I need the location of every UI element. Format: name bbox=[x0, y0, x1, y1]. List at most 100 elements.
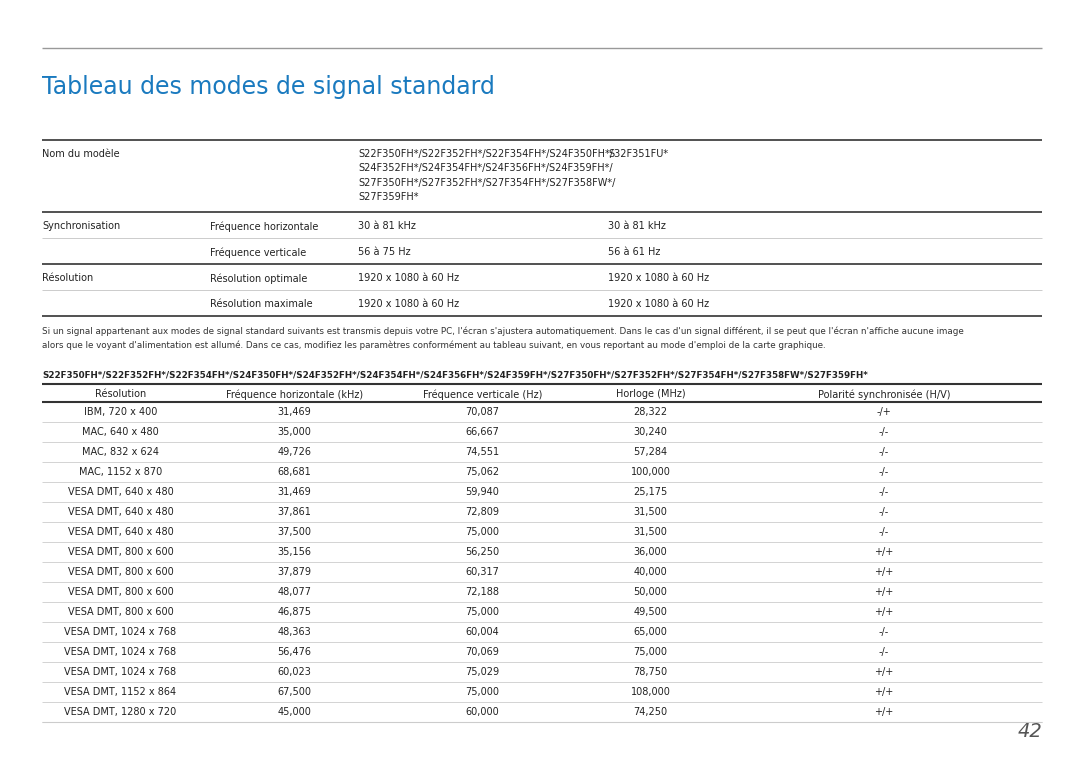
Text: 59,940: 59,940 bbox=[465, 487, 499, 497]
Text: 25,175: 25,175 bbox=[633, 487, 667, 497]
Text: +/+: +/+ bbox=[875, 687, 893, 697]
Text: 49,726: 49,726 bbox=[278, 447, 311, 457]
Text: 42: 42 bbox=[1017, 722, 1042, 741]
Text: 78,750: 78,750 bbox=[634, 667, 667, 677]
Text: 31,469: 31,469 bbox=[278, 487, 311, 497]
Text: +/+: +/+ bbox=[875, 587, 893, 597]
Text: 28,322: 28,322 bbox=[634, 407, 667, 417]
Text: 35,156: 35,156 bbox=[278, 547, 311, 557]
Text: Horloge (MHz): Horloge (MHz) bbox=[616, 389, 686, 399]
Text: +/+: +/+ bbox=[875, 607, 893, 617]
Text: -/-: -/- bbox=[879, 507, 889, 517]
Text: 75,000: 75,000 bbox=[465, 687, 499, 697]
Text: +/+: +/+ bbox=[875, 707, 893, 717]
Text: 31,500: 31,500 bbox=[634, 507, 667, 517]
Text: VESA DMT, 800 x 600: VESA DMT, 800 x 600 bbox=[68, 587, 174, 597]
Text: 75,000: 75,000 bbox=[465, 527, 499, 537]
Text: Fréquence verticale (Hz): Fréquence verticale (Hz) bbox=[422, 389, 542, 400]
Text: VESA DMT, 800 x 600: VESA DMT, 800 x 600 bbox=[68, 567, 174, 577]
Text: S32F351FU*: S32F351FU* bbox=[608, 149, 669, 159]
Text: 30 à 81 kHz: 30 à 81 kHz bbox=[608, 221, 666, 231]
Text: 50,000: 50,000 bbox=[634, 587, 667, 597]
Text: 67,500: 67,500 bbox=[278, 687, 311, 697]
Text: -/-: -/- bbox=[879, 487, 889, 497]
Text: VESA DMT, 640 x 480: VESA DMT, 640 x 480 bbox=[68, 487, 174, 497]
Text: 36,000: 36,000 bbox=[634, 547, 667, 557]
Text: Fréquence verticale: Fréquence verticale bbox=[210, 247, 307, 257]
Text: VESA DMT, 640 x 480: VESA DMT, 640 x 480 bbox=[68, 507, 174, 517]
Text: S22F350FH*/S22F352FH*/S22F354FH*/S24F350FH*/
S24F352FH*/S24F354FH*/S24F356FH*/S2: S22F350FH*/S22F352FH*/S22F354FH*/S24F350… bbox=[357, 149, 616, 202]
Text: S22F350FH*/S22F352FH*/S22F354FH*/S24F350FH*/S24F352FH*/S24F354FH*/S24F356FH*/S24: S22F350FH*/S22F352FH*/S22F354FH*/S24F350… bbox=[42, 370, 867, 379]
Text: Fréquence horizontale: Fréquence horizontale bbox=[210, 221, 319, 231]
Text: 48,363: 48,363 bbox=[278, 627, 311, 637]
Text: 49,500: 49,500 bbox=[634, 607, 667, 617]
Text: VESA DMT, 1280 x 720: VESA DMT, 1280 x 720 bbox=[65, 707, 177, 717]
Text: Résolution: Résolution bbox=[95, 389, 146, 399]
Text: 60,004: 60,004 bbox=[465, 627, 499, 637]
Text: 68,681: 68,681 bbox=[278, 467, 311, 477]
Text: 46,875: 46,875 bbox=[278, 607, 311, 617]
Text: 60,023: 60,023 bbox=[278, 667, 311, 677]
Text: +/+: +/+ bbox=[875, 667, 893, 677]
Text: 100,000: 100,000 bbox=[631, 467, 671, 477]
Text: VESA DMT, 800 x 600: VESA DMT, 800 x 600 bbox=[68, 607, 174, 617]
Text: 75,029: 75,029 bbox=[465, 667, 500, 677]
Text: Tableau des modes de signal standard: Tableau des modes de signal standard bbox=[42, 75, 495, 99]
Text: 30 à 81 kHz: 30 à 81 kHz bbox=[357, 221, 416, 231]
Text: -/-: -/- bbox=[879, 527, 889, 537]
Text: VESA DMT, 1152 x 864: VESA DMT, 1152 x 864 bbox=[65, 687, 176, 697]
Text: 45,000: 45,000 bbox=[278, 707, 311, 717]
Text: Nom du modèle: Nom du modèle bbox=[42, 149, 120, 159]
Text: 1920 x 1080 à 60 Hz: 1920 x 1080 à 60 Hz bbox=[357, 299, 459, 309]
Text: 56,476: 56,476 bbox=[278, 647, 311, 657]
Text: 37,500: 37,500 bbox=[278, 527, 311, 537]
Text: Résolution maximale: Résolution maximale bbox=[210, 299, 312, 309]
Text: 75,062: 75,062 bbox=[465, 467, 500, 477]
Text: VESA DMT, 640 x 480: VESA DMT, 640 x 480 bbox=[68, 527, 174, 537]
Text: +/+: +/+ bbox=[875, 547, 893, 557]
Text: 74,551: 74,551 bbox=[465, 447, 500, 457]
Text: VESA DMT, 1024 x 768: VESA DMT, 1024 x 768 bbox=[65, 667, 176, 677]
Text: 72,809: 72,809 bbox=[465, 507, 499, 517]
Text: -/-: -/- bbox=[879, 447, 889, 457]
Text: Résolution: Résolution bbox=[42, 273, 93, 283]
Text: -/+: -/+ bbox=[877, 407, 891, 417]
Text: +/+: +/+ bbox=[875, 567, 893, 577]
Text: 70,069: 70,069 bbox=[465, 647, 499, 657]
Text: VESA DMT, 1024 x 768: VESA DMT, 1024 x 768 bbox=[65, 627, 176, 637]
Text: 74,250: 74,250 bbox=[634, 707, 667, 717]
Text: 35,000: 35,000 bbox=[278, 427, 311, 437]
Text: 57,284: 57,284 bbox=[634, 447, 667, 457]
Text: 40,000: 40,000 bbox=[634, 567, 667, 577]
Text: 56,250: 56,250 bbox=[465, 547, 500, 557]
Text: 75,000: 75,000 bbox=[465, 607, 499, 617]
Text: 108,000: 108,000 bbox=[631, 687, 671, 697]
Text: Si un signal appartenant aux modes de signal standard suivants est transmis depu: Si un signal appartenant aux modes de si… bbox=[42, 326, 963, 350]
Text: IBM, 720 x 400: IBM, 720 x 400 bbox=[84, 407, 158, 417]
Text: 37,861: 37,861 bbox=[278, 507, 311, 517]
Text: -/-: -/- bbox=[879, 427, 889, 437]
Text: Polarité synchronisée (H/V): Polarité synchronisée (H/V) bbox=[818, 389, 950, 400]
Text: 70,087: 70,087 bbox=[465, 407, 499, 417]
Text: 60,317: 60,317 bbox=[465, 567, 499, 577]
Text: 48,077: 48,077 bbox=[278, 587, 311, 597]
Text: VESA DMT, 1024 x 768: VESA DMT, 1024 x 768 bbox=[65, 647, 176, 657]
Text: 60,000: 60,000 bbox=[465, 707, 499, 717]
Text: 56 à 75 Hz: 56 à 75 Hz bbox=[357, 247, 410, 257]
Text: 1920 x 1080 à 60 Hz: 1920 x 1080 à 60 Hz bbox=[608, 299, 710, 309]
Text: 66,667: 66,667 bbox=[465, 427, 499, 437]
Text: 75,000: 75,000 bbox=[634, 647, 667, 657]
Text: VESA DMT, 800 x 600: VESA DMT, 800 x 600 bbox=[68, 547, 174, 557]
Text: MAC, 640 x 480: MAC, 640 x 480 bbox=[82, 427, 159, 437]
Text: 31,500: 31,500 bbox=[634, 527, 667, 537]
Text: Fréquence horizontale (kHz): Fréquence horizontale (kHz) bbox=[226, 389, 363, 400]
Text: 72,188: 72,188 bbox=[465, 587, 499, 597]
Text: 56 à 61 Hz: 56 à 61 Hz bbox=[608, 247, 660, 257]
Text: -/-: -/- bbox=[879, 467, 889, 477]
Text: 37,879: 37,879 bbox=[278, 567, 311, 577]
Text: -/-: -/- bbox=[879, 647, 889, 657]
Text: -/-: -/- bbox=[879, 627, 889, 637]
Text: Synchronisation: Synchronisation bbox=[42, 221, 120, 231]
Text: 1920 x 1080 à 60 Hz: 1920 x 1080 à 60 Hz bbox=[608, 273, 710, 283]
Text: MAC, 1152 x 870: MAC, 1152 x 870 bbox=[79, 467, 162, 477]
